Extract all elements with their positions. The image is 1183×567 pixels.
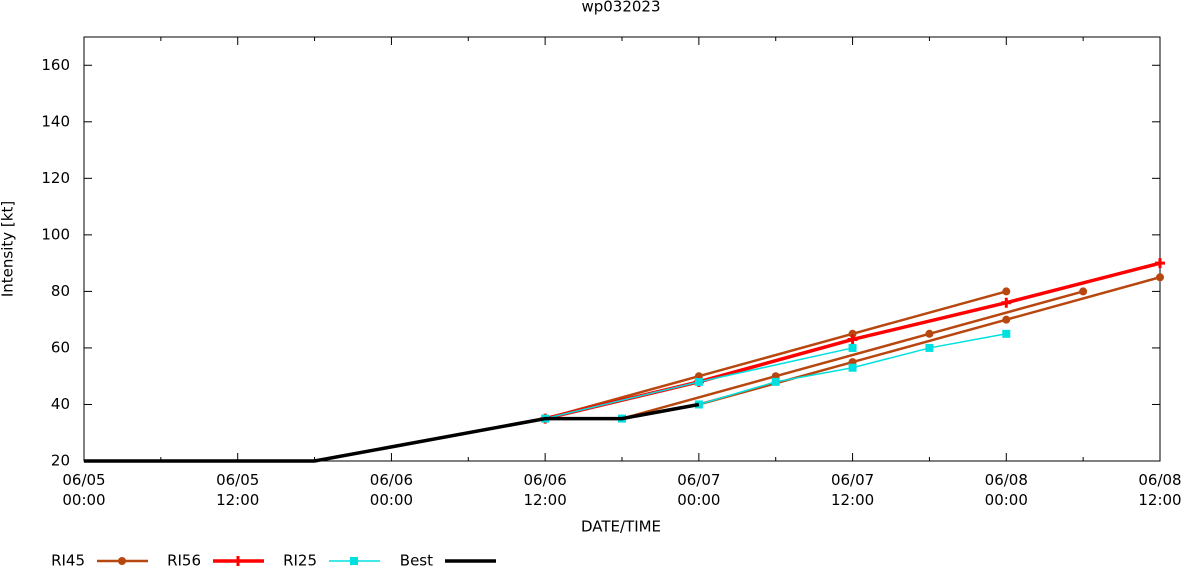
series-line [84,402,700,463]
x-tick-label: 06/06 00:00 [370,471,413,509]
y-tick-label: 140 [41,112,70,130]
y-tick-label: 40 [51,395,70,413]
x-axis-label: DATE/TIME [581,518,661,536]
marker [771,377,780,386]
y-axis-label: Intensity [kt] [0,201,17,297]
marker [848,363,857,372]
x-tick-label: 06/07 00:00 [677,471,720,509]
legend-marker [233,556,243,566]
x-tick-label: 06/08 00:00 [985,471,1028,509]
legend-label: RI56 [167,552,201,567]
legend-label: RI45 [51,552,85,567]
chart-title: wp032023 [581,0,660,16]
marker [847,334,858,345]
y-tick-label: 60 [51,338,70,356]
legend-label: Best [400,552,433,567]
y-tick-label: 120 [41,169,70,187]
series [84,402,700,463]
legend-marker [350,557,358,565]
y-tick-label: 160 [41,56,70,74]
x-tick-label: 06/05 00:00 [62,471,105,509]
marker [1001,297,1012,308]
marker [925,343,934,352]
marker [1002,329,1011,338]
marker [694,377,703,386]
y-tick-label: 100 [41,225,70,243]
marker [848,329,857,338]
legend-label: RI25 [283,552,317,567]
marker [1002,315,1011,324]
series [540,258,1165,424]
marker [925,329,934,338]
marker [1002,287,1011,296]
x-tick-label: 06/06 12:00 [524,471,567,509]
marker [1156,273,1164,282]
x-tick-label: 06/08 12:00 [1138,471,1181,509]
marker [848,343,857,352]
y-tick-label: 80 [51,282,70,300]
legend-marker [118,557,126,565]
marker [1155,258,1165,269]
y-tick-label: 20 [51,452,70,470]
x-tick-label: 06/05 12:00 [216,471,259,509]
marker [1079,287,1088,296]
x-tick-label: 06/07 12:00 [831,471,874,509]
